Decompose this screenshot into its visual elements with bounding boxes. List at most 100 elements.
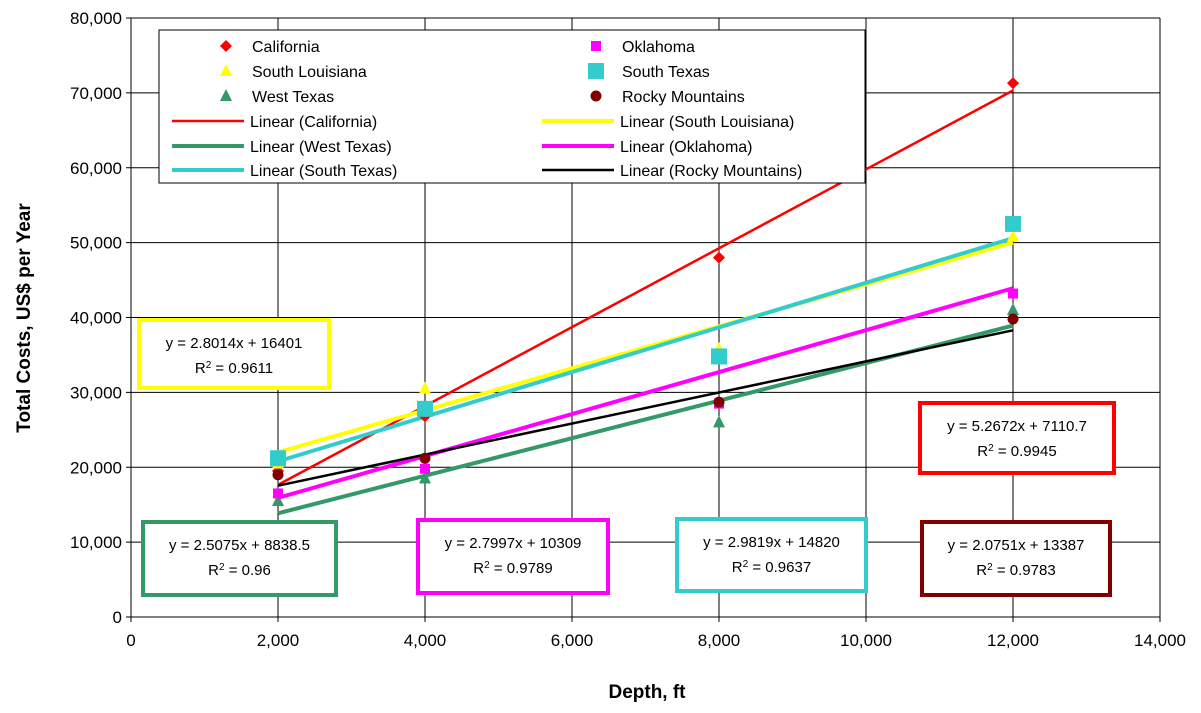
equation-box bbox=[137, 318, 331, 390]
legend-label: Linear (Oklahoma) bbox=[620, 139, 753, 156]
y-axis-title: Total Costs, US$ per Year bbox=[14, 203, 35, 433]
r-squared-value: = 0.96 bbox=[225, 562, 271, 579]
r-squared-text: R2 = 0.9637 bbox=[732, 559, 811, 577]
equation-text: y = 2.7997x + 10309 bbox=[445, 535, 582, 552]
legend-label: South Louisiana bbox=[252, 64, 367, 81]
legend-label: Linear (Rocky Mountains) bbox=[620, 163, 802, 180]
data-point bbox=[420, 463, 430, 474]
r-squared-symbol: R bbox=[732, 559, 743, 576]
legend-label: South Texas bbox=[622, 64, 710, 81]
r-squared-exponent: 2 bbox=[743, 559, 749, 570]
y-tick-label: 20,000 bbox=[70, 458, 122, 477]
x-tick-label: 10,000 bbox=[840, 631, 892, 650]
legend-label: Linear (South Texas) bbox=[250, 163, 397, 180]
r-squared-text: R2 = 0.9945 bbox=[977, 443, 1056, 461]
legend-marker bbox=[590, 90, 602, 102]
r-squared-value: = 0.9637 bbox=[748, 559, 811, 576]
equation-text: y = 2.8014x + 16401 bbox=[166, 335, 303, 352]
equation-box bbox=[675, 517, 868, 593]
data-point bbox=[1007, 77, 1019, 90]
equation-text: y = 2.0751x + 13387 bbox=[948, 537, 1085, 554]
equation-box bbox=[416, 518, 610, 595]
r-squared-symbol: R bbox=[208, 562, 219, 579]
legend-marker bbox=[591, 41, 601, 51]
data-point bbox=[1007, 313, 1019, 325]
data-points bbox=[270, 77, 1021, 506]
y-tick-label: 0 bbox=[113, 608, 122, 627]
legend-marker bbox=[588, 63, 604, 79]
r-squared-text: R2 = 0.9783 bbox=[976, 562, 1055, 580]
r-squared-symbol: R bbox=[473, 560, 484, 577]
r-squared-exponent: 2 bbox=[206, 360, 212, 371]
data-point bbox=[419, 452, 431, 464]
data-point bbox=[1008, 288, 1018, 299]
equation-box bbox=[141, 520, 338, 597]
y-tick-label: 40,000 bbox=[70, 309, 122, 328]
legend-label: Oklahoma bbox=[622, 39, 695, 56]
r-squared-text: R2 = 0.96 bbox=[208, 562, 271, 580]
data-point bbox=[713, 415, 725, 428]
x-tick-label: 12,000 bbox=[987, 631, 1039, 650]
axis-ticks: 0 2,000 4,000 6,000 8,000 10,000 12,000 14,000 0… bbox=[70, 9, 1186, 650]
data-point bbox=[711, 348, 727, 365]
data-point bbox=[1007, 229, 1019, 242]
r-squared-text: R2 = 0.9789 bbox=[473, 560, 552, 578]
data-point bbox=[1005, 215, 1021, 232]
trendline bbox=[277, 236, 1014, 464]
r-squared-exponent: 2 bbox=[988, 443, 994, 454]
equation-text: y = 2.9819x + 14820 bbox=[703, 534, 840, 551]
legend-label: West Texas bbox=[252, 89, 334, 106]
legend-marker bbox=[220, 64, 232, 76]
data-point bbox=[419, 381, 431, 394]
y-tick-label: 60,000 bbox=[70, 159, 122, 178]
data-point bbox=[1007, 303, 1019, 316]
r-squared-symbol: R bbox=[195, 360, 206, 377]
data-point bbox=[272, 469, 284, 481]
y-tick-label: 30,000 bbox=[70, 383, 122, 402]
data-point bbox=[713, 251, 725, 264]
r-squared-exponent: 2 bbox=[219, 562, 225, 573]
r-squared-value: = 0.9611 bbox=[211, 360, 273, 377]
data-point bbox=[419, 471, 431, 484]
x-axis-title: Depth, ft bbox=[608, 682, 686, 703]
x-tick-label: 6,000 bbox=[551, 631, 594, 650]
x-tick-label: 14,000 bbox=[1134, 631, 1186, 650]
r-squared-value: = 0.9789 bbox=[490, 560, 553, 577]
legend-label: Linear (West Texas) bbox=[250, 139, 392, 156]
equation-box bbox=[918, 401, 1116, 475]
data-point bbox=[273, 488, 283, 499]
x-tick-label: 2,000 bbox=[257, 631, 300, 650]
equation-text: y = 5.2672x + 7110.7 bbox=[947, 418, 1087, 435]
trendline bbox=[277, 286, 1014, 500]
data-point bbox=[270, 450, 286, 467]
legend-marker bbox=[220, 89, 232, 101]
trendline bbox=[277, 240, 1014, 455]
r-squared-value: = 0.9783 bbox=[993, 562, 1056, 579]
r-squared-symbol: R bbox=[976, 562, 987, 579]
y-tick-label: 80,000 bbox=[70, 9, 122, 28]
r-squared-value: = 0.9945 bbox=[994, 443, 1057, 460]
x-tick-label: 0 bbox=[126, 631, 135, 650]
r-squared-exponent: 2 bbox=[484, 560, 490, 571]
legend-box bbox=[158, 29, 866, 184]
legend: California Oklahoma South Louisiana South T… bbox=[158, 29, 866, 184]
legend-marker bbox=[220, 40, 232, 52]
legend-label: Linear (South Louisiana) bbox=[620, 114, 794, 131]
x-tick-label: 8,000 bbox=[698, 631, 741, 650]
legend-label: Rocky Mountains bbox=[622, 89, 745, 106]
r-squared-symbol: R bbox=[977, 443, 988, 460]
data-point bbox=[272, 493, 284, 506]
equation-box bbox=[920, 520, 1112, 597]
y-tick-label: 10,000 bbox=[70, 533, 122, 552]
r-squared-exponent: 2 bbox=[987, 562, 993, 573]
data-point bbox=[417, 400, 433, 417]
y-tick-label: 50,000 bbox=[70, 234, 122, 253]
equation-text: y = 2.5075x + 8838.5 bbox=[169, 537, 310, 554]
x-tick-label: 4,000 bbox=[404, 631, 447, 650]
trendline bbox=[277, 329, 1014, 487]
legend-label: California bbox=[252, 39, 320, 56]
r-squared-text: R2 = 0.9611 bbox=[195, 360, 273, 378]
y-tick-label: 70,000 bbox=[70, 84, 122, 103]
